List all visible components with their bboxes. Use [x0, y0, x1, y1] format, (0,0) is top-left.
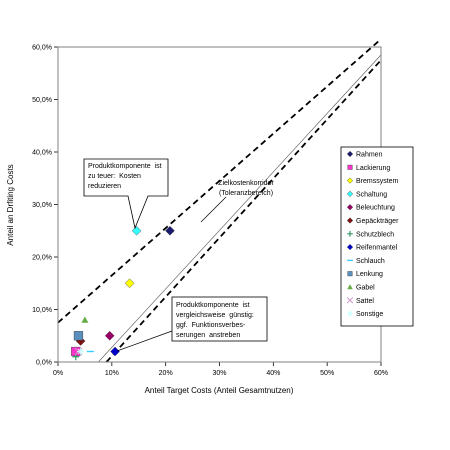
annotations: Produktkomponente ist zu teuer: Kosten r… — [83, 158, 274, 352]
x-tick-label: 0% — [53, 370, 63, 377]
y-axis-label: Anteil an Drfiting Costs — [6, 164, 15, 245]
annotation-cheap-line-1: Produktkomponente ist — [176, 302, 250, 309]
data-point-schaltung — [131, 225, 142, 236]
legend-marker — [347, 284, 353, 290]
y-tick-label: 30,0% — [32, 202, 52, 209]
legend-marker — [347, 271, 353, 277]
legend-marker — [347, 164, 353, 170]
corridor-boundary-line — [105, 59, 382, 363]
legend-marker — [346, 177, 354, 184]
y-tick-label: 10,0% — [32, 307, 52, 314]
legend-item-label: Gabel — [356, 285, 375, 292]
data-point-beleuchtung — [104, 330, 115, 341]
legend-item-label: Rahmen — [356, 152, 383, 159]
annotation-expensive-line-2: zu teuer: Kosten — [88, 173, 141, 180]
annotation-expensive-line-3: reduzieren — [88, 183, 121, 190]
x-tick-label: 40% — [266, 370, 280, 377]
corridor-lines — [57, 38, 382, 363]
legend-item-label: Schlauch — [356, 258, 385, 265]
annotation-expensive-line-1: Produktkomponente ist — [88, 163, 162, 170]
legend-item-label: Gepäckträger — [356, 218, 399, 225]
legend-marker — [346, 150, 354, 158]
data-point-sonstige — [77, 348, 85, 355]
y-tick-label: 60,0% — [32, 45, 52, 52]
y-tick-label: 40,0% — [32, 150, 52, 157]
x-tick-label: 30% — [212, 370, 226, 377]
legend-marker — [346, 297, 354, 304]
annotation-cheap-line-3: ggf. Funktionsverbes- — [176, 322, 246, 329]
legend-box — [340, 146, 414, 327]
annotation-expensive-callout — [83, 158, 169, 230]
legend-marker — [346, 244, 354, 251]
legend-item-label: Bremssystem — [356, 178, 399, 185]
y-tick-label: 0,0% — [36, 360, 52, 367]
legend-item-label: Lackierung — [356, 165, 390, 172]
legend-marker — [347, 231, 353, 237]
legend-marker — [347, 310, 353, 317]
annotation-cheap-callout — [171, 296, 268, 342]
x-tick-label: 60% — [374, 370, 388, 377]
x-tick-label: 20% — [159, 370, 173, 377]
data-point-bremssystem — [124, 278, 135, 289]
data-point-rahmen — [165, 225, 175, 236]
annotation-cheap-line-4: serungen anstreben — [176, 332, 240, 339]
legend: Rahmen Lackierung Bremssystem Schaltung Bele… — [346, 150, 399, 318]
target-cost-line — [98, 54, 382, 363]
data-point-lenkung — [73, 331, 84, 341]
legend-item-label: Lenkung — [356, 271, 383, 278]
annotation-corridor-line-1: Zielkostenkorridor — [218, 180, 274, 187]
x-axis-ticks: 0% 10% 20% 30% 40% 50% 60% — [53, 362, 388, 377]
x-axis-label: Anteil Target Costs (Anteil Gesamtnutzen… — [145, 386, 294, 395]
annotation-cheap-line-2: vergleichsweise günstig: — [176, 312, 254, 319]
legend-item-label: Schutzblech — [356, 231, 394, 238]
annotation-cheap-pointer — [116, 330, 173, 352]
legend-item-label: Schaltung — [356, 191, 387, 198]
legend-marker — [346, 217, 354, 224]
data-point-reifenmantel — [110, 346, 120, 357]
annotation-corridor-pointer — [200, 196, 227, 223]
data-point-gabel — [81, 316, 89, 323]
y-tick-label: 50,0% — [32, 97, 52, 104]
legend-item-label: Sonstige — [356, 311, 383, 318]
x-tick-label: 10% — [105, 370, 119, 377]
legend-marker — [346, 204, 354, 211]
legend-item-label: Beleuchtung — [356, 205, 395, 212]
corridor-boundary-line — [57, 38, 382, 324]
legend-item-label: Sattel — [356, 298, 374, 305]
data-points — [71, 225, 175, 361]
legend-marker — [346, 190, 354, 197]
y-axis-ticks: 0,0% 10,0% 20,0% 30,0% 40,0% 50,0% 60,0% — [32, 45, 58, 367]
x-tick-label: 50% — [320, 370, 334, 377]
legend-item-label: Reifenmantel — [356, 245, 398, 252]
y-tick-label: 20,0% — [32, 255, 52, 262]
annotation-corridor-line-2: (Toleranzbereich) — [219, 190, 273, 197]
